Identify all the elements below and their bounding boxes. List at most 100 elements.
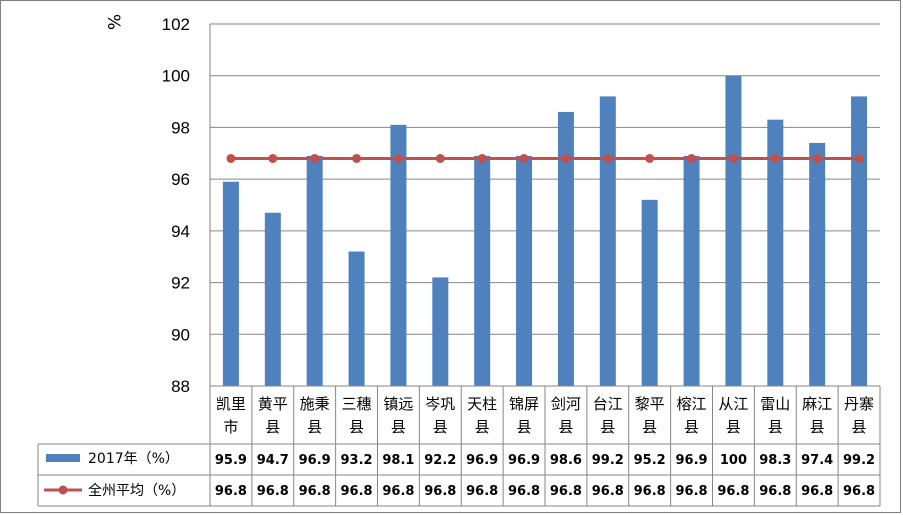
average-value-label: 96.8 bbox=[759, 484, 791, 499]
bar-value-label: 93.2 bbox=[341, 453, 373, 468]
bar-value-label: 92.2 bbox=[424, 453, 456, 468]
category-label: 台江 bbox=[593, 395, 623, 413]
average-point bbox=[352, 153, 362, 163]
category-label: 黄平 bbox=[258, 395, 288, 413]
category-label: 丹寨 bbox=[844, 395, 874, 413]
category-label: 县 bbox=[810, 418, 825, 436]
legend-line-label: 全州平均（%） bbox=[88, 482, 185, 499]
average-value-label: 96.8 bbox=[466, 484, 498, 499]
category-label: 剑河 bbox=[551, 395, 581, 413]
average-value-label: 96.8 bbox=[801, 484, 833, 499]
category-label: 县 bbox=[265, 418, 280, 436]
average-point bbox=[770, 153, 780, 163]
average-value-label: 96.8 bbox=[341, 484, 373, 499]
bar-value-label: 95.9 bbox=[215, 453, 247, 468]
bar bbox=[348, 251, 365, 386]
category-label: 黎平 bbox=[635, 395, 665, 413]
average-point bbox=[477, 153, 487, 163]
average-point bbox=[687, 153, 697, 163]
category-label: 麻江 bbox=[802, 395, 832, 413]
bar-value-label: 96.9 bbox=[299, 453, 331, 468]
category-label: 县 bbox=[852, 418, 867, 436]
category-label: 三穗 bbox=[342, 395, 372, 413]
bar bbox=[851, 96, 868, 387]
bar-value-label: 95.2 bbox=[634, 453, 666, 468]
bar bbox=[641, 199, 658, 386]
y-tick-label: 88 bbox=[171, 377, 190, 396]
average-point bbox=[310, 153, 320, 163]
category-label: 县 bbox=[600, 418, 615, 436]
category-label: 天柱 bbox=[467, 395, 497, 413]
bar bbox=[474, 155, 491, 386]
bar-value-label: 99.2 bbox=[592, 453, 624, 468]
category-label: 施秉 bbox=[300, 395, 330, 413]
bar bbox=[725, 75, 742, 386]
average-point bbox=[268, 153, 278, 163]
category-label: 县 bbox=[726, 418, 741, 436]
average-point bbox=[393, 153, 403, 163]
average-value-label: 96.8 bbox=[592, 484, 624, 499]
bar bbox=[432, 277, 449, 386]
legend-bar-label: 2017年（%） bbox=[88, 451, 179, 467]
y-tick-label: 98 bbox=[171, 118, 190, 137]
bar bbox=[306, 155, 323, 386]
category-label: 锦屏 bbox=[509, 395, 539, 413]
bar bbox=[390, 124, 407, 386]
bar-value-label: 98.1 bbox=[382, 453, 414, 468]
category-label: 县 bbox=[307, 418, 322, 436]
bar bbox=[599, 96, 616, 387]
category-label: 县 bbox=[391, 418, 406, 436]
category-label: 县 bbox=[558, 418, 573, 436]
y-unit-label: % bbox=[103, 14, 123, 30]
bar bbox=[683, 155, 700, 386]
bar-value-label: 96.9 bbox=[466, 453, 498, 468]
average-point bbox=[435, 153, 445, 163]
average-value-label: 96.8 bbox=[550, 484, 582, 499]
bar-value-label: 94.7 bbox=[257, 453, 289, 468]
y-tick-label: 102 bbox=[162, 15, 190, 34]
category-label: 从江 bbox=[718, 395, 748, 413]
average-value-label: 96.8 bbox=[299, 484, 331, 499]
average-point bbox=[603, 153, 613, 163]
average-value-label: 96.8 bbox=[382, 484, 414, 499]
category-label: 镇远 bbox=[383, 395, 413, 413]
bar-value-label: 98.3 bbox=[759, 453, 791, 468]
category-label: 县 bbox=[517, 418, 532, 436]
bar bbox=[767, 119, 784, 387]
bar-value-label: 100 bbox=[720, 453, 747, 468]
average-point bbox=[854, 153, 864, 163]
average-value-label: 96.8 bbox=[424, 484, 456, 499]
average-value-label: 96.8 bbox=[843, 484, 875, 499]
bar bbox=[264, 212, 281, 386]
average-value-label: 96.8 bbox=[717, 484, 749, 499]
bar bbox=[222, 181, 239, 386]
y-tick-label: 100 bbox=[162, 67, 190, 86]
y-tick-label: 94 bbox=[171, 222, 190, 241]
legend-bar-swatch bbox=[46, 454, 80, 462]
bar-value-label: 96.9 bbox=[508, 453, 540, 468]
category-label: 市 bbox=[223, 418, 238, 436]
y-tick-label: 90 bbox=[171, 325, 190, 344]
category-label: 榕江 bbox=[677, 395, 707, 413]
category-label: 雷山 bbox=[760, 395, 790, 413]
bar-value-label: 96.9 bbox=[676, 453, 708, 468]
average-point bbox=[812, 153, 822, 163]
category-label: 岑巩 bbox=[425, 395, 455, 413]
average-value-label: 96.8 bbox=[508, 484, 540, 499]
average-value-label: 96.8 bbox=[257, 484, 289, 499]
bar bbox=[557, 111, 574, 387]
category-label: 县 bbox=[349, 418, 364, 436]
average-point bbox=[728, 153, 738, 163]
average-point bbox=[519, 153, 529, 163]
average-point bbox=[645, 153, 655, 163]
category-label: 县 bbox=[684, 418, 699, 436]
category-label: 县 bbox=[475, 418, 490, 436]
category-label: 县 bbox=[768, 418, 783, 436]
y-tick-label: 92 bbox=[171, 274, 190, 293]
bar-value-label: 99.2 bbox=[843, 453, 875, 468]
category-label: 县 bbox=[433, 418, 448, 436]
legend-line-marker bbox=[58, 485, 68, 495]
average-value-label: 96.8 bbox=[215, 484, 247, 499]
